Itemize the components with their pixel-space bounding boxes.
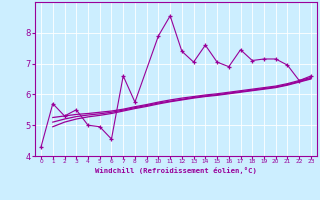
X-axis label: Windchill (Refroidissement éolien,°C): Windchill (Refroidissement éolien,°C) [95, 167, 257, 174]
